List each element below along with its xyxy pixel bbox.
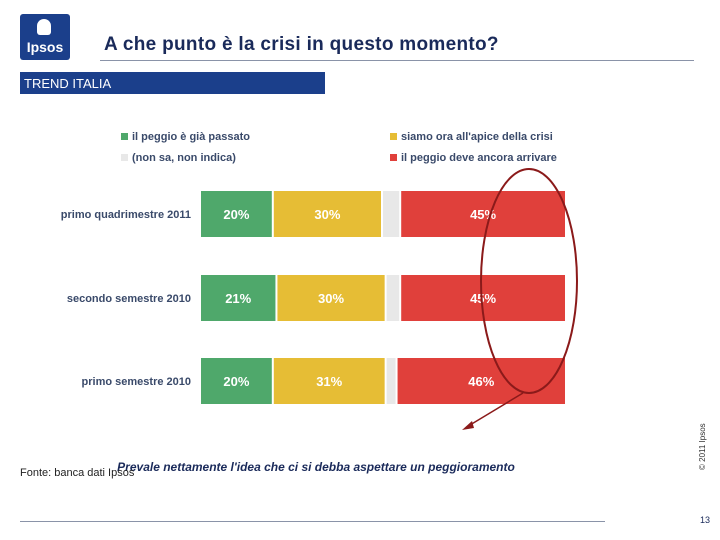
bar-segment-1-1 [277, 275, 385, 321]
bar-value-label-2-0: 20% [223, 374, 249, 389]
bar-segment-2-2 [386, 358, 396, 404]
legend-swatch-2 [121, 154, 128, 161]
page-number: 13 [700, 515, 711, 525]
logo-text: Ipsos [26, 39, 64, 55]
highlight-circle [480, 168, 578, 394]
legend-swatch-0 [121, 133, 128, 140]
annotation-arrow-line [469, 392, 524, 426]
category-label-1: secondo semestre 2010 [67, 293, 191, 305]
section-label: TREND ITALIA [24, 76, 112, 91]
bar-segment-0-2 [383, 191, 400, 237]
bar-value-label-2-1: 31% [316, 374, 342, 389]
category-label-2: primo semestre 2010 [82, 376, 191, 388]
chart-annotation: Prevale nettamente l'idea che ci si debb… [117, 168, 578, 474]
bar-segment-2-1 [273, 358, 385, 404]
bar-value-label-1-1: 30% [318, 291, 344, 306]
bar-value-label-0-1: 30% [314, 207, 340, 222]
bar-segment-2-3 [397, 358, 565, 404]
bar-value-label-2-3: 46% [468, 374, 494, 389]
section-banner: TREND ITALIA [20, 72, 325, 94]
source-note: Fonte: banca dati Ipsos [20, 467, 135, 479]
legend-swatch-3 [390, 154, 397, 161]
bar-value-label-1-3: 45% [470, 291, 496, 306]
footer-divider [20, 521, 605, 522]
copyright-notice: © 2011 Ipsos [698, 423, 707, 470]
chart-bars: primo quadrimestre 2011 20% 30% 45% secondo … [61, 191, 565, 404]
legend-label-3: il peggio deve ancora arrivare [401, 152, 557, 164]
legend-label-2: (non sa, non indica) [132, 152, 236, 164]
legend-label-1: siamo ora all'apice della crisi [401, 131, 553, 143]
bar-segment-1-0 [201, 275, 276, 321]
page-title: A che punto è la crisi in questo momento… [104, 34, 499, 55]
category-label-0: primo quadrimestre 2011 [61, 209, 191, 221]
bar-value-label-1-0: 21% [225, 291, 251, 306]
logo-mark-icon [37, 19, 51, 35]
legend-label-0: il peggio è già passato [132, 131, 250, 143]
title-divider [100, 60, 694, 61]
annotation-text: Prevale nettamente l'idea che ci si debb… [117, 460, 515, 474]
bar-segment-0-0 [201, 191, 272, 237]
annotation-arrowhead [462, 421, 474, 430]
legend-swatch-1 [390, 133, 397, 140]
ipsos-logo: Ipsos [20, 14, 70, 60]
chart-legend: il peggio è già passato siamo ora all'api… [121, 131, 557, 164]
bar-segment-2-0 [201, 358, 272, 404]
bar-segment-0-1 [273, 191, 381, 237]
bar-segment-0-3 [401, 191, 565, 237]
bar-segment-1-2 [386, 275, 400, 321]
bar-value-label-0-0: 20% [223, 207, 249, 222]
